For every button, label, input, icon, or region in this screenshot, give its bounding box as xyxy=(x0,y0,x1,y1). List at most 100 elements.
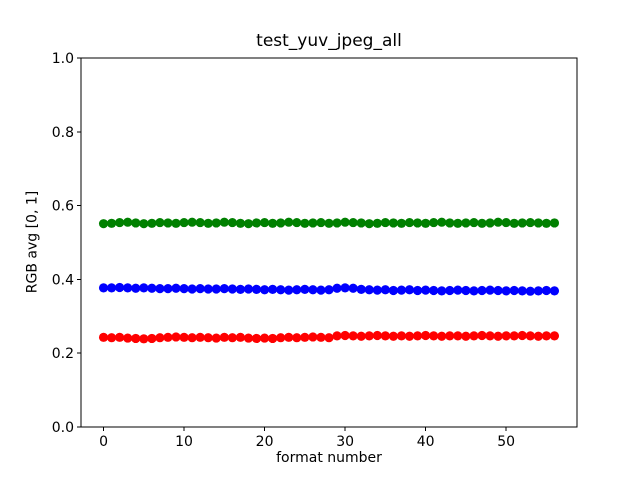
point-green xyxy=(155,217,165,228)
point-blue xyxy=(171,283,181,293)
point-blue xyxy=(308,285,318,295)
point-red xyxy=(203,333,213,343)
x-tick-label: 0 xyxy=(99,434,108,450)
chart-title: test_yuv_jpeg_all xyxy=(256,31,402,51)
point-green xyxy=(332,218,342,228)
point-red xyxy=(364,331,374,341)
point-blue xyxy=(372,285,382,295)
point-blue xyxy=(501,286,511,296)
point-red xyxy=(284,332,294,342)
point-green xyxy=(380,217,390,228)
point-blue xyxy=(461,285,471,296)
point-green xyxy=(421,218,431,228)
point-blue xyxy=(316,285,326,295)
x-tick-label: 20 xyxy=(256,434,274,450)
point-blue xyxy=(235,284,246,294)
point-blue xyxy=(533,286,543,296)
y-tick-label: 0.4 xyxy=(52,272,74,288)
point-blue xyxy=(517,286,527,296)
point-blue xyxy=(179,284,189,294)
point-blue xyxy=(364,285,374,295)
point-red xyxy=(292,333,302,343)
point-red xyxy=(163,332,173,342)
point-green xyxy=(98,219,109,229)
point-blue xyxy=(284,285,294,295)
point-blue xyxy=(340,283,350,293)
point-red xyxy=(332,331,342,341)
point-blue xyxy=(155,284,165,294)
point-red xyxy=(453,331,463,341)
point-red xyxy=(107,333,117,343)
point-green xyxy=(187,217,197,227)
point-green xyxy=(276,218,286,228)
point-red xyxy=(429,331,439,341)
point-red xyxy=(123,333,133,343)
point-green xyxy=(316,217,326,228)
point-green xyxy=(525,217,535,228)
point-blue xyxy=(259,285,270,295)
point-green xyxy=(501,217,511,228)
point-blue xyxy=(348,283,358,293)
point-red xyxy=(356,331,366,341)
point-red xyxy=(469,331,479,341)
point-green xyxy=(469,217,479,228)
point-red xyxy=(445,331,455,341)
point-green xyxy=(324,218,334,228)
point-red xyxy=(525,331,535,341)
point-red xyxy=(412,331,423,341)
point-blue xyxy=(187,284,197,294)
point-green xyxy=(356,218,366,228)
point-green xyxy=(195,217,205,228)
point-red xyxy=(348,331,358,341)
point-blue xyxy=(541,285,552,296)
point-blue xyxy=(445,285,455,296)
point-green xyxy=(437,217,447,227)
point-blue xyxy=(292,285,302,295)
point-blue xyxy=(268,284,278,294)
point-green xyxy=(541,218,552,228)
point-green xyxy=(372,218,382,228)
point-red xyxy=(421,330,431,341)
point-green xyxy=(340,217,350,227)
y-tick-label: 0.2 xyxy=(52,346,74,362)
point-red xyxy=(195,332,205,342)
point-green xyxy=(477,218,487,228)
point-red xyxy=(396,331,407,341)
point-red xyxy=(372,330,382,341)
point-green xyxy=(445,218,455,228)
point-red xyxy=(541,331,552,341)
point-blue xyxy=(147,283,157,293)
x-tick-label: 10 xyxy=(175,434,193,450)
point-red xyxy=(308,332,318,342)
point-green xyxy=(533,218,543,228)
point-red xyxy=(533,331,543,341)
point-red xyxy=(477,330,487,341)
point-green xyxy=(268,218,278,228)
point-green xyxy=(147,218,157,228)
point-green xyxy=(115,217,125,228)
point-blue xyxy=(123,283,133,293)
point-blue xyxy=(227,284,237,294)
point-blue xyxy=(509,285,519,296)
point-red xyxy=(251,333,262,344)
point-red xyxy=(380,331,390,341)
point-red xyxy=(219,332,229,342)
point-green xyxy=(292,217,302,228)
point-blue xyxy=(115,282,125,293)
point-green xyxy=(509,218,519,228)
point-red xyxy=(179,332,189,342)
point-blue xyxy=(276,285,286,295)
point-green xyxy=(243,219,254,229)
point-blue xyxy=(203,284,213,294)
point-green xyxy=(251,218,262,228)
point-blue xyxy=(469,286,479,296)
point-blue xyxy=(98,283,109,293)
point-red xyxy=(131,333,141,344)
point-blue xyxy=(195,284,205,294)
point-blue xyxy=(324,285,334,295)
point-red xyxy=(300,332,310,342)
point-blue xyxy=(493,285,503,296)
point-red xyxy=(187,333,197,343)
point-green xyxy=(517,218,527,228)
